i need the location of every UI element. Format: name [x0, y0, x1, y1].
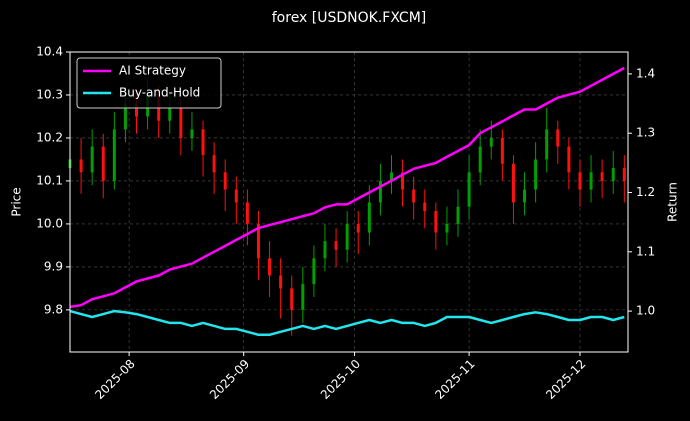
candle-body: [389, 172, 393, 181]
candle-body: [412, 189, 416, 203]
candle-body: [223, 172, 227, 190]
line-series: [69, 309, 625, 337]
y2-tick-label: 1.2: [636, 185, 655, 199]
line-series: [69, 66, 625, 309]
y-tick-label: 10.2: [36, 130, 63, 144]
candle-body: [334, 241, 338, 250]
y2-tick-label: 1.0: [636, 304, 655, 318]
candle-body: [135, 103, 139, 117]
candle-body: [489, 137, 493, 147]
candle-body: [179, 107, 183, 138]
plot-frame: [69, 51, 629, 353]
candle-body: [467, 172, 471, 207]
y2-tick-label: 1.4: [636, 66, 655, 80]
candle-body: [600, 172, 604, 181]
y-tick-label: 9.9: [44, 259, 63, 273]
candle-body: [423, 202, 427, 212]
candle-body: [445, 223, 449, 233]
y-tick-label: 10.4: [36, 45, 63, 59]
y-axis-label: Price: [10, 187, 24, 216]
candle-body: [301, 284, 305, 310]
y2-axis-label: Return: [666, 182, 680, 222]
candle-body: [256, 223, 260, 259]
candle-body: [378, 180, 382, 203]
legend-label: Buy-and-Hold: [119, 86, 200, 100]
candle-body: [290, 288, 294, 310]
candle-body: [312, 258, 316, 285]
y2-tick-label: 1.1: [636, 244, 655, 258]
candle-body: [578, 172, 582, 190]
candle-body: [279, 275, 283, 289]
candle-body: [500, 137, 504, 164]
candle-body: [401, 172, 405, 190]
candle-body: [345, 223, 349, 250]
candle-body: [79, 159, 83, 173]
candle-body: [101, 146, 105, 181]
candle-body: [589, 172, 593, 190]
candle-body: [611, 168, 615, 181]
y-tick-label: 10.1: [36, 173, 63, 187]
candle-body: [201, 129, 205, 156]
candle-body: [545, 129, 549, 160]
y2-tick-label: 1.3: [636, 126, 655, 140]
chart-title: forex [USDNOK.FXCM]: [272, 10, 427, 26]
candle-body: [212, 155, 216, 173]
candle-body: [511, 163, 515, 203]
candle-body: [456, 206, 460, 224]
candle-body: [112, 129, 116, 181]
candle-body: [234, 189, 238, 203]
candle-body: [434, 211, 438, 233]
candle-body: [356, 223, 360, 233]
candle-body: [567, 146, 571, 173]
candle-body: [190, 129, 194, 138]
candle-body: [168, 107, 172, 121]
candle-body: [245, 202, 249, 224]
candle-body: [523, 189, 527, 203]
y-tick-label: 10.3: [36, 87, 63, 101]
candle-body: [268, 258, 272, 276]
candle-body: [534, 159, 538, 190]
candle-body: [90, 146, 94, 173]
y-tick-label: 9.8: [44, 302, 63, 316]
candle-body: [367, 202, 371, 233]
legend-box: [76, 57, 222, 109]
y-tick-label: 10.0: [36, 216, 63, 230]
candle-body: [556, 129, 560, 147]
legend-label: AI Strategy: [119, 64, 186, 78]
candle-body: [123, 103, 127, 130]
candle-body: [478, 146, 482, 173]
candle-body: [323, 241, 327, 259]
candle-body: [622, 168, 626, 181]
